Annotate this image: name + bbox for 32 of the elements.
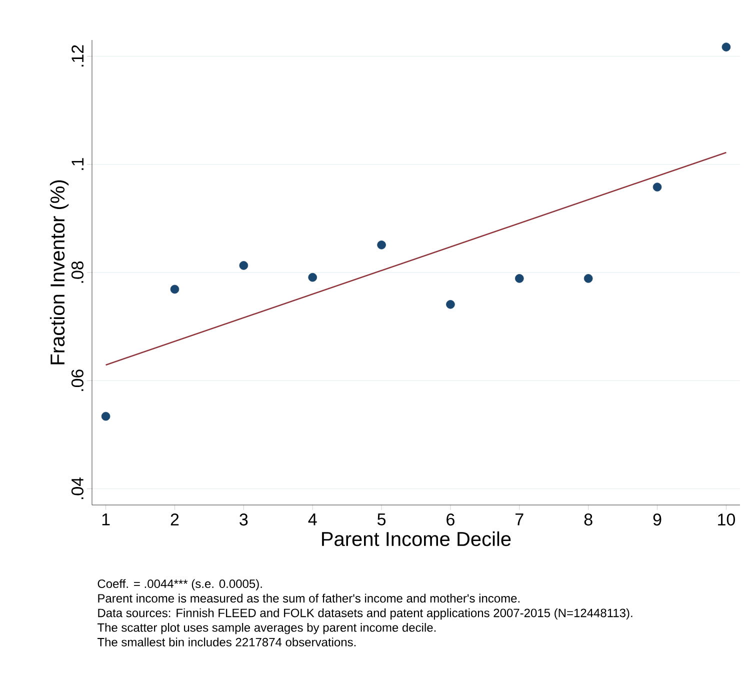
- text: Coeff. = .0044*** (s.e. 0.0005).: [98, 579, 262, 590]
- point: [170, 284, 180, 294]
- y-tick-label: .1: [72, 158, 84, 170]
- x-tick-label: 10: [718, 514, 736, 526]
- x-axis-title: Parent Income Decile: [322, 531, 511, 546]
- text: The smallest bin includes 2217874 observations.: [97, 638, 356, 646]
- y-tick-label: .08: [71, 261, 84, 283]
- text: Data sources: Finnish FLEED and FOLK datasets and patent applications 2007-2015 (N=12448113).: [98, 608, 632, 620]
- y-tick-label: .06: [71, 370, 84, 391]
- x-tick-label: 5: [377, 514, 386, 526]
- x-tick-label: 1: [102, 514, 110, 526]
- x-tick-label: 3: [240, 514, 248, 526]
- point: [101, 412, 110, 421]
- y-tick-label: .04: [71, 477, 84, 500]
- point: [722, 42, 731, 52]
- point: [584, 274, 593, 283]
- x-tick-label: 4: [308, 514, 317, 526]
- point: [239, 261, 248, 270]
- x-tick-label: 7: [516, 514, 524, 526]
- point: [446, 300, 455, 309]
- x-tick-label: 9: [653, 514, 662, 526]
- text: Parent income is measured as the sum of father's income and mother's income.: [98, 594, 520, 603]
- x-tick-label: 8: [584, 514, 592, 526]
- text: The scatter plot uses sample averages by parent income decile.: [97, 622, 436, 634]
- point: [308, 272, 317, 282]
- y-tick-label: .12: [72, 45, 84, 66]
- y-axis-title: Fraction Inventor (%): [50, 180, 69, 364]
- point: [377, 240, 386, 250]
- x-tick-label: 6: [446, 514, 454, 526]
- point: [652, 182, 662, 192]
- x-tick-label: 2: [170, 514, 179, 526]
- point: [515, 274, 524, 283]
